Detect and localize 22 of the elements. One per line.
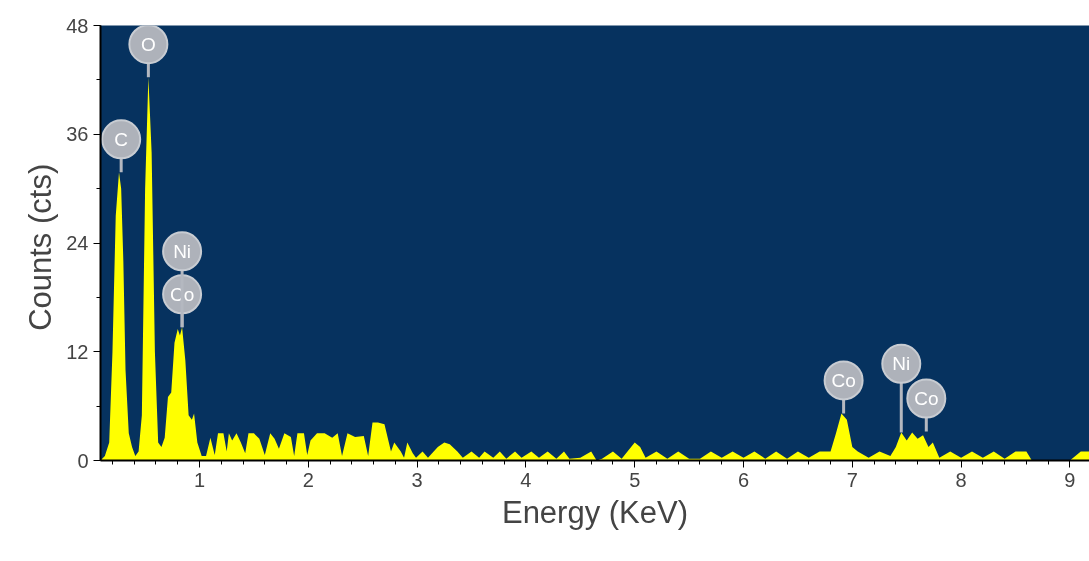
x-tick-label: 6 <box>737 468 750 491</box>
x-axis-title: Energy (KeV) <box>501 494 689 530</box>
annotation: C <box>114 128 129 150</box>
x-tick-label: 7 <box>846 468 858 491</box>
y-axis-title: Counts (cts) <box>23 163 59 331</box>
annotation: O <box>140 33 156 55</box>
y-tick-label: 36 <box>66 123 89 146</box>
x-tick-label: 1 <box>193 468 206 491</box>
annotation: Ni <box>173 240 192 262</box>
x-tick-label: 8 <box>955 468 967 491</box>
x-tick-label: 4 <box>520 468 532 491</box>
x-tick-label: 3 <box>411 468 423 491</box>
y-tick-label: 48 <box>66 14 89 37</box>
x-tick-label: 9 <box>1064 468 1076 491</box>
annotation: Co <box>914 388 939 409</box>
x-tick-label: 5 <box>629 468 641 491</box>
y-tick-label: 12 <box>66 340 89 363</box>
annotation: Co <box>831 369 856 391</box>
x-tick-label: 2 <box>302 468 314 491</box>
annotation: Ni <box>892 353 911 375</box>
y-tick-label: 0 <box>77 449 89 472</box>
y-tick-label: 24 <box>66 232 89 254</box>
